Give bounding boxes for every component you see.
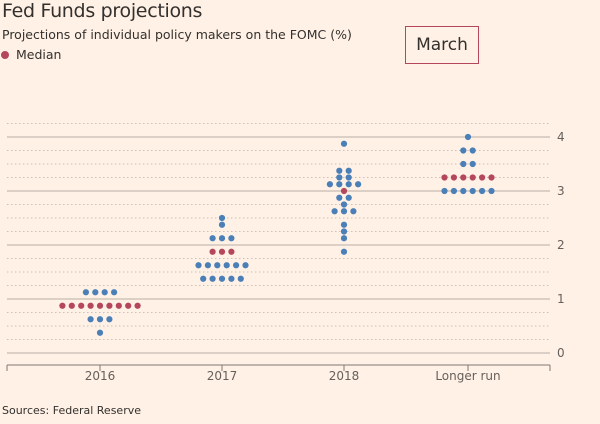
y-tick-label: 2 — [557, 238, 565, 252]
projection-dot — [331, 208, 338, 215]
projection-dot — [336, 167, 343, 174]
median-dot — [450, 174, 457, 181]
projection-dot — [209, 275, 216, 282]
x-tick-label: 2018 — [329, 369, 360, 383]
projection-dot — [218, 214, 226, 222]
projection-dot — [233, 262, 240, 269]
projection-dot — [228, 235, 235, 242]
projection-dot — [345, 194, 352, 201]
projection-dot — [340, 228, 348, 235]
projection-dot — [460, 187, 467, 195]
projection-dot — [469, 160, 476, 168]
projection-dot — [340, 201, 348, 208]
projection-dot — [340, 208, 348, 215]
median-dot — [340, 187, 348, 195]
legend-median-marker — [1, 50, 9, 59]
median-dot — [488, 174, 495, 181]
projection-dot — [355, 181, 362, 188]
projection-dot — [218, 221, 226, 228]
median-dot — [228, 248, 235, 255]
projection-dot — [242, 262, 249, 269]
y-tick-label: 4 — [557, 130, 565, 144]
x-tick-label: 2016 — [85, 369, 116, 383]
median-dot — [106, 302, 113, 309]
x-tick-label: 2017 — [207, 369, 238, 383]
median-dot — [68, 302, 75, 309]
projection-dot — [469, 147, 476, 154]
projection-dot — [218, 235, 226, 242]
median-dot — [115, 302, 122, 309]
median-dot — [96, 302, 104, 309]
projection-dot — [488, 187, 495, 195]
projection-dot — [345, 174, 352, 181]
projection-dot — [111, 289, 118, 296]
projection-dot — [96, 329, 104, 336]
median-dot — [479, 174, 486, 181]
projection-dot — [106, 316, 113, 323]
projection-dot — [336, 174, 343, 181]
projection-dot — [345, 181, 352, 188]
chart-title: Fed Funds projections — [2, 0, 203, 22]
projection-dot — [340, 221, 348, 228]
legend: Median — [0, 47, 61, 62]
projection-dot — [340, 140, 348, 147]
projection-dot — [200, 275, 207, 282]
projection-dot — [87, 316, 94, 323]
projection-dot — [469, 187, 476, 195]
median-dot — [59, 302, 66, 309]
projection-dot — [336, 181, 343, 188]
projection-dot — [214, 262, 221, 269]
projection-dot — [464, 133, 472, 141]
projection-dot — [228, 275, 235, 282]
projection-dot — [479, 187, 486, 195]
median-dot — [125, 302, 132, 309]
projection-dot — [237, 275, 244, 282]
projection-dot — [82, 289, 89, 296]
month-label-box: March — [405, 26, 479, 64]
projection-dot — [340, 248, 348, 255]
projection-dot — [460, 160, 467, 168]
median-dot — [460, 174, 467, 181]
projection-dot — [204, 262, 211, 269]
median-dot — [469, 174, 476, 181]
median-dot — [218, 248, 226, 255]
projection-dot — [460, 147, 467, 154]
median-dot — [87, 302, 94, 309]
projection-dot — [350, 208, 357, 215]
projection-dot — [340, 235, 348, 242]
median-dot — [441, 174, 448, 181]
projection-dot — [92, 289, 99, 296]
legend-median-label: Median — [16, 47, 62, 62]
projection-dot — [450, 187, 457, 195]
projection-dot — [345, 167, 352, 174]
x-tick-label: Longer run — [435, 369, 500, 383]
y-tick-label: 1 — [557, 292, 565, 306]
projection-dot — [326, 181, 333, 188]
median-dot — [78, 302, 85, 309]
median-dot — [209, 248, 216, 255]
month-label: March — [416, 35, 468, 55]
projection-dot — [209, 235, 216, 242]
projection-dot — [218, 275, 226, 282]
source-note: Sources: Federal Reserve — [2, 404, 141, 417]
projection-dot — [96, 316, 104, 323]
projection-dot — [336, 194, 343, 201]
median-dot — [134, 302, 141, 309]
chart-subtitle: Projections of individual policy makers … — [2, 27, 352, 42]
y-tick-label: 0 — [557, 346, 565, 360]
projection-dot — [101, 289, 108, 296]
projection-dot — [441, 187, 448, 195]
projection-dot — [223, 262, 230, 269]
y-tick-label: 3 — [557, 184, 565, 198]
projection-dot — [195, 262, 202, 269]
